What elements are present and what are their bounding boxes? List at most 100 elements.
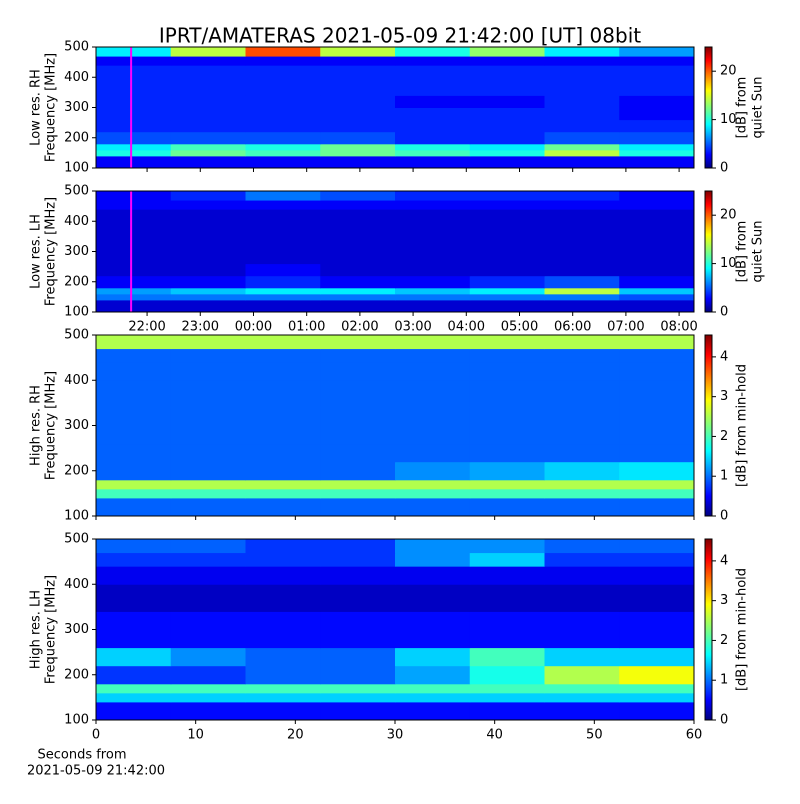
heatmap-cell [469, 683, 545, 694]
heatmap-cell [544, 95, 620, 108]
heatmap-cell [619, 362, 695, 381]
heatmap-cell [320, 299, 396, 313]
colorbar-tick-label: 20 [720, 64, 737, 79]
y-tick-label: 200 [64, 463, 89, 478]
heatmap-cell [170, 239, 246, 252]
heatmap-cell [395, 407, 471, 426]
heatmap-cell [245, 497, 321, 517]
heatmap-cell [395, 647, 471, 667]
heatmap-cell [395, 692, 471, 703]
y-tick-label: 400 [64, 373, 89, 388]
heatmap-cell [320, 65, 396, 78]
heatmap-cell [544, 287, 620, 295]
heatmap-cell [395, 683, 471, 694]
heatmap-cell [96, 299, 172, 313]
colorbar [704, 334, 713, 517]
heatmap-cell [469, 380, 545, 408]
heatmap-cell [245, 209, 321, 222]
heatmap-cell [96, 629, 172, 649]
heatmap-cell [245, 107, 321, 121]
colorbar-label: [dB] from [735, 221, 750, 283]
heatmap-cell [170, 479, 246, 490]
heatmap-cell [245, 251, 321, 265]
heatmap-cell [245, 65, 321, 78]
heatmap-cell [619, 566, 695, 585]
heatmap-cell [544, 335, 620, 350]
x-tick-label: 10 [187, 728, 204, 743]
heatmap-cell [619, 479, 695, 490]
heatmap-cell [469, 539, 545, 554]
heatmap-cell [395, 200, 471, 210]
heatmap-cell [96, 119, 172, 133]
heatmap-cell [170, 629, 246, 649]
heatmap-cell [96, 488, 172, 499]
x-tick-label: 06:00 [554, 320, 591, 335]
y-axis-label: Frequency [MHz] [44, 197, 59, 306]
heatmap-cell [544, 191, 620, 201]
heatmap-cell [96, 293, 172, 301]
heatmap-cell [96, 191, 172, 201]
x-tick-label: 60 [686, 728, 703, 743]
heatmap-cell [619, 209, 695, 222]
heatmap-cell [320, 552, 396, 567]
heatmap-cell [619, 95, 695, 108]
heatmap-cell [544, 443, 620, 463]
heatmap-cell [320, 665, 396, 685]
heatmap-cell [544, 77, 620, 96]
heatmap-cell [469, 479, 545, 490]
heatmap-cell [96, 77, 172, 96]
heatmap-cell [469, 692, 545, 703]
heatmap-cell [395, 425, 471, 445]
heatmap-cell [245, 611, 321, 630]
heatmap-cell [245, 692, 321, 703]
heatmap-cell [395, 251, 471, 265]
heatmap-cell [619, 293, 695, 301]
heatmap-cell [245, 56, 321, 66]
heatmap-cell [245, 335, 321, 350]
heatmap-cell [96, 335, 172, 350]
heatmap-cell [96, 287, 172, 295]
heatmap-cell [469, 335, 545, 350]
heatmap-cell [544, 488, 620, 499]
heatmap-cell [544, 119, 620, 133]
heatmap-cell [96, 461, 172, 481]
heatmap-cell [544, 461, 620, 481]
heatmap-cell [320, 407, 396, 426]
heatmap-cell [619, 629, 695, 649]
x-axis-label: 2021-05-09 21:42:00 [27, 764, 165, 779]
heatmap-cell [320, 209, 396, 222]
heatmap-cell [619, 131, 695, 145]
heatmap-cell [619, 584, 695, 612]
heatmap-cell [96, 149, 172, 157]
heatmap-cell [395, 539, 471, 554]
colorbar-tick-label: 10 [720, 256, 737, 271]
heatmap-cell [469, 407, 545, 426]
heatmap-cell [170, 56, 246, 66]
y-tick-label: 300 [64, 244, 89, 259]
y-tick-label: 100 [64, 161, 89, 176]
colorbar-tick-label: 1 [720, 469, 728, 484]
colorbar-tick-label: 4 [720, 553, 728, 568]
heatmap-cell [544, 692, 620, 703]
heatmap-cell [544, 552, 620, 567]
heatmap-cell [96, 362, 172, 381]
heatmap-cell [469, 647, 545, 667]
heatmap-cell [544, 665, 620, 685]
heatmap-cell [245, 479, 321, 490]
heatmap-cell [395, 362, 471, 381]
heatmap-cell [619, 299, 695, 313]
heatmap-cell [170, 348, 246, 363]
heatmap-cell [544, 143, 620, 151]
heatmap-cell [395, 380, 471, 408]
heatmap-cell [170, 143, 246, 151]
heatmap-cell [96, 65, 172, 78]
heatmap-cell [170, 647, 246, 667]
heatmap-cell [320, 380, 396, 408]
heatmap-cell [96, 425, 172, 445]
heatmap-cell [395, 209, 471, 222]
heatmap-cell [96, 348, 172, 363]
heatmap-cell [544, 566, 620, 585]
heatmap-cell [619, 263, 695, 277]
heatmap-cell [320, 155, 396, 169]
heatmap-cell [469, 251, 545, 265]
